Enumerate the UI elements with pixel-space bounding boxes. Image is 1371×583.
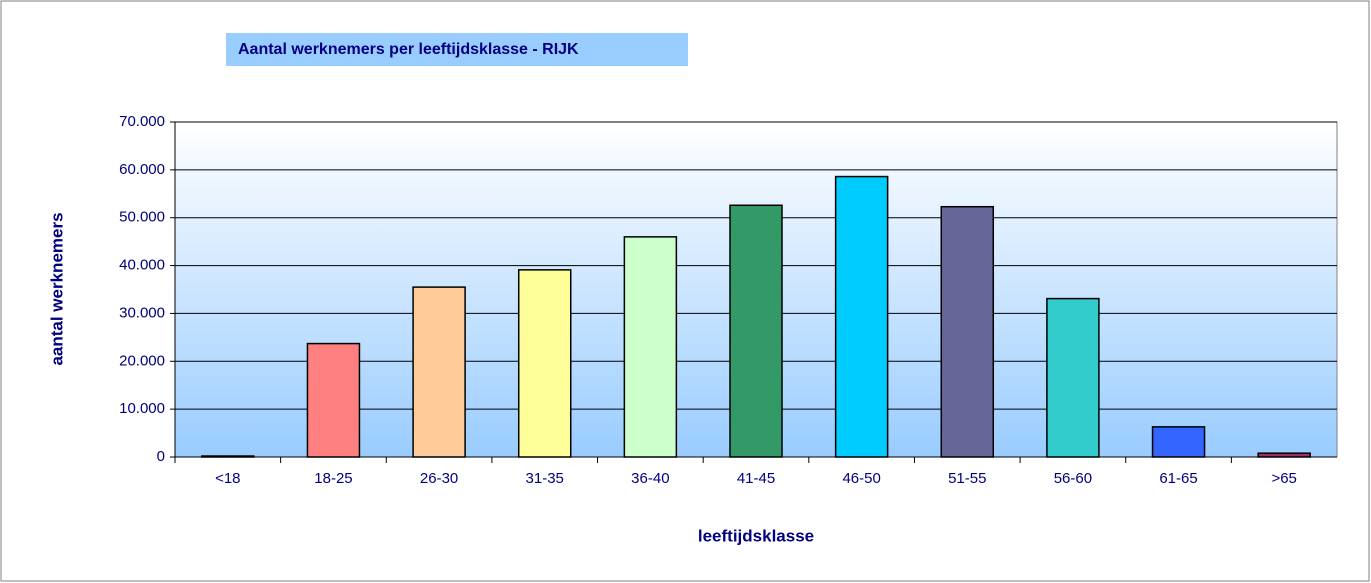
bar	[729, 204, 783, 458]
bar	[306, 342, 361, 458]
bar	[1151, 426, 1206, 458]
chart-title: Aantal werknemers per leeftijdsklasse - …	[238, 41, 579, 58]
y-tick-label: 60.000	[119, 161, 165, 178]
bar	[940, 205, 995, 458]
x-tick-label: 41-45	[737, 470, 775, 487]
x-tick-label: 26-30	[420, 470, 458, 487]
x-tick-label: <18	[215, 470, 240, 487]
x-tick-label: 61-65	[1159, 470, 1197, 487]
x-tick-label: 51-55	[948, 470, 986, 487]
y-axis-label: aantal werknemers	[47, 212, 66, 365]
bar	[201, 455, 255, 458]
x-tick-label: 56-60	[1054, 470, 1092, 487]
y-tick-label: 30.000	[119, 304, 165, 321]
bar	[412, 286, 466, 458]
bar	[517, 269, 572, 458]
y-tick-label: 50.000	[119, 209, 165, 226]
y-tick-label: 0	[157, 448, 165, 465]
bar	[834, 175, 889, 458]
x-axis-label: leeftijdsklasse	[698, 526, 814, 545]
bar	[1257, 452, 1311, 458]
title-box	[226, 33, 688, 66]
y-tick-label: 70.000	[119, 113, 165, 130]
y-tick-label: 20.000	[119, 352, 165, 369]
y-tick-label: 10.000	[119, 400, 165, 417]
bar	[623, 236, 678, 458]
x-tick-label: >65	[1271, 470, 1296, 487]
y-tick-label: 40.000	[119, 257, 165, 274]
x-tick-label: 36-40	[631, 470, 669, 487]
x-tick-label: 31-35	[526, 470, 564, 487]
x-tick-label: 18-25	[314, 470, 352, 487]
bar	[1046, 297, 1100, 458]
x-tick-label: 46-50	[842, 470, 880, 487]
